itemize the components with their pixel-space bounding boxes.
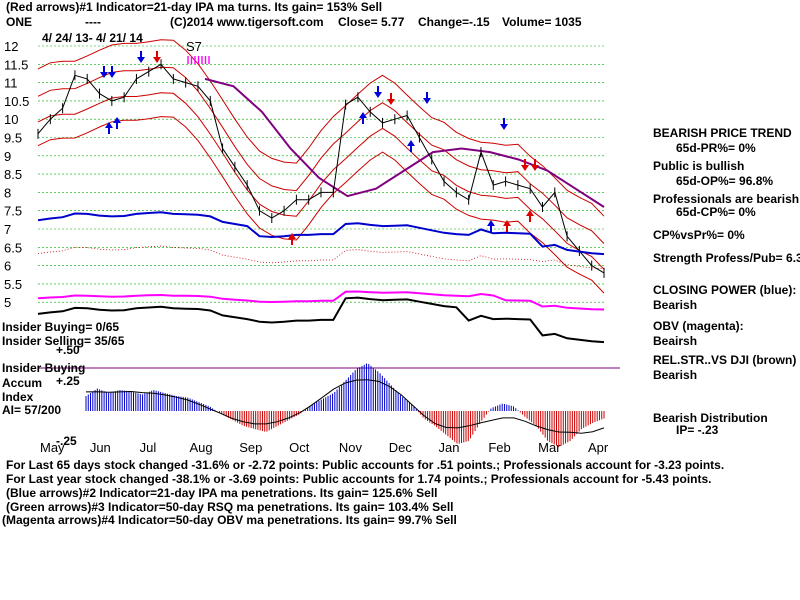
- buy-arrow-icon: [407, 140, 415, 152]
- sell-arrow-icon: [387, 93, 395, 105]
- month-label: Jan: [439, 440, 460, 455]
- month-label: Dec: [389, 440, 413, 455]
- y-tick-label: 9: [4, 149, 11, 164]
- footer-line-65d: For Last 65 days stock changed -31.6% or…: [6, 458, 725, 472]
- change-value: Change=-.15: [418, 15, 490, 29]
- y-tick-label: 12: [4, 39, 18, 54]
- rel-strength-value: Bearish: [653, 368, 698, 382]
- volume-value: Volume= 1035: [502, 15, 582, 29]
- insider-selling-count: Insider Selling= 35/65: [2, 334, 125, 348]
- public-status: Public is bullish: [653, 159, 745, 173]
- y-tick-label: 8: [4, 185, 11, 200]
- indicator-4-text: (Magenta arrows)#4 Indicator=50-day OBV …: [2, 513, 457, 527]
- close-value: Close= 5.77: [338, 15, 405, 29]
- month-label: Feb: [488, 440, 510, 455]
- accum-plus25-label: +.25: [56, 374, 80, 388]
- buy-arrow-icon: [487, 220, 495, 232]
- month-label: Mar: [538, 440, 561, 455]
- closing-power-value: Bearish: [653, 298, 698, 312]
- y-tick-label: 8.5: [4, 167, 22, 182]
- price-trend-title: BEARISH PRICE TREND: [653, 126, 792, 140]
- strength-ratio: Strength Profess/Pub= 6.3: [653, 251, 800, 265]
- closing-power-line: [37, 211, 605, 256]
- distribution-label: Bearish Distribution: [653, 411, 768, 425]
- obv-value: Beairsh: [653, 334, 698, 348]
- accum-label: Accum: [2, 376, 43, 390]
- month-label: Oct: [289, 440, 310, 455]
- closing-power-label: CLOSING POWER (blue):: [653, 283, 797, 297]
- buy-arrow-icon: [105, 122, 113, 134]
- inner-upper-band-line: [37, 66, 605, 244]
- professionals-status: Professionals are bearish: [653, 192, 800, 206]
- rel-strength-label: REL.STR..VS DJI (brown): [653, 353, 797, 367]
- accum-minus25-label: -.25: [56, 434, 77, 448]
- month-label: Aug: [189, 440, 212, 455]
- relative-strength-line: [37, 296, 605, 344]
- insider-buying-label: Insider Buying: [2, 361, 86, 375]
- moving-average-line: [204, 77, 605, 208]
- signal-label: S7: [186, 39, 202, 54]
- indicator-2-text: (Blue arrows)#2 Indicator=21-day IPA ma …: [6, 486, 438, 500]
- sell-arrow-icon: [423, 92, 431, 104]
- indicator-3-text: (Green arrows)#3 Indicator=50-day RSQ ma…: [6, 500, 454, 514]
- op-value: 65d-OP%= 96.8%: [676, 174, 774, 188]
- buy-arrow-icon: [113, 117, 121, 129]
- cp-vs-pr: CP%vsPr%= 0%: [653, 228, 745, 242]
- obv-label: OBV (magenta):: [653, 319, 744, 333]
- price-line: [37, 63, 605, 274]
- sell-arrow-icon: [153, 51, 161, 63]
- y-tick-label: 10.5: [4, 94, 29, 109]
- y-tick-label: 10: [4, 112, 18, 127]
- sell-arrow-icon: [531, 159, 539, 171]
- month-label: Jun: [90, 440, 111, 455]
- accum-index-value: AI= 57/200: [2, 403, 62, 417]
- closing-power-ma-line: [37, 245, 605, 270]
- sell-arrow-icon: [521, 159, 529, 171]
- month-label: Jul: [140, 440, 157, 455]
- sell-arrow-icon: [100, 66, 108, 78]
- upper-band-line: [37, 39, 605, 217]
- month-label: May: [40, 440, 65, 455]
- sell-arrow-icon: [374, 86, 382, 98]
- inner-lower-band-line: [37, 92, 605, 270]
- ticker-dashes: ----: [85, 15, 101, 29]
- y-tick-label: 5.5: [4, 277, 22, 292]
- buy-arrow-icon: [503, 220, 511, 232]
- month-label: Apr: [588, 440, 609, 455]
- copyright-text: (C)2014 www.tigersoft.com: [170, 15, 324, 29]
- buy-arrow-icon: [288, 233, 296, 245]
- month-label: Nov: [339, 440, 363, 455]
- insider-buying-count: Insider Buying= 0/65: [2, 320, 120, 334]
- indicator-1-text: (Red arrows)#1 Indicator=21-day IPA ma t…: [6, 0, 383, 14]
- obv-line: [37, 290, 605, 311]
- date-range: 4/ 24/ 13- 4/ 21/ 14: [42, 31, 143, 45]
- ip-value: IP= -.23: [676, 423, 719, 437]
- y-tick-label: 7: [4, 222, 11, 237]
- sell-arrow-icon: [137, 51, 145, 63]
- cp-value: 65d-CP%= 0%: [676, 205, 756, 219]
- y-tick-label: 6: [4, 259, 11, 274]
- buy-arrow-icon: [526, 210, 534, 222]
- pr-value: 65d-PR%= 0%: [676, 141, 756, 155]
- y-tick-label: 11: [4, 76, 18, 91]
- month-label: Sep: [239, 440, 262, 455]
- y-tick-label: 11.5: [4, 57, 28, 72]
- accum-plus50-label: +.50: [56, 343, 80, 357]
- accum-index-ma-line: [85, 379, 605, 434]
- sell-arrow-icon: [108, 66, 116, 78]
- index-label: Index: [2, 390, 34, 404]
- y-tick-label: 7.5: [4, 204, 22, 219]
- footer-line-year: For Last year stock changed -38.1% or -3…: [6, 472, 712, 486]
- ticker-symbol: ONE: [6, 15, 33, 29]
- buy-arrow-icon: [359, 112, 367, 124]
- y-tick-label: 5: [4, 295, 11, 310]
- y-tick-label: 6.5: [4, 240, 22, 255]
- sell-arrow-icon: [500, 118, 508, 130]
- y-tick-label: 9.5: [4, 131, 22, 146]
- lower-band-line: [37, 116, 605, 294]
